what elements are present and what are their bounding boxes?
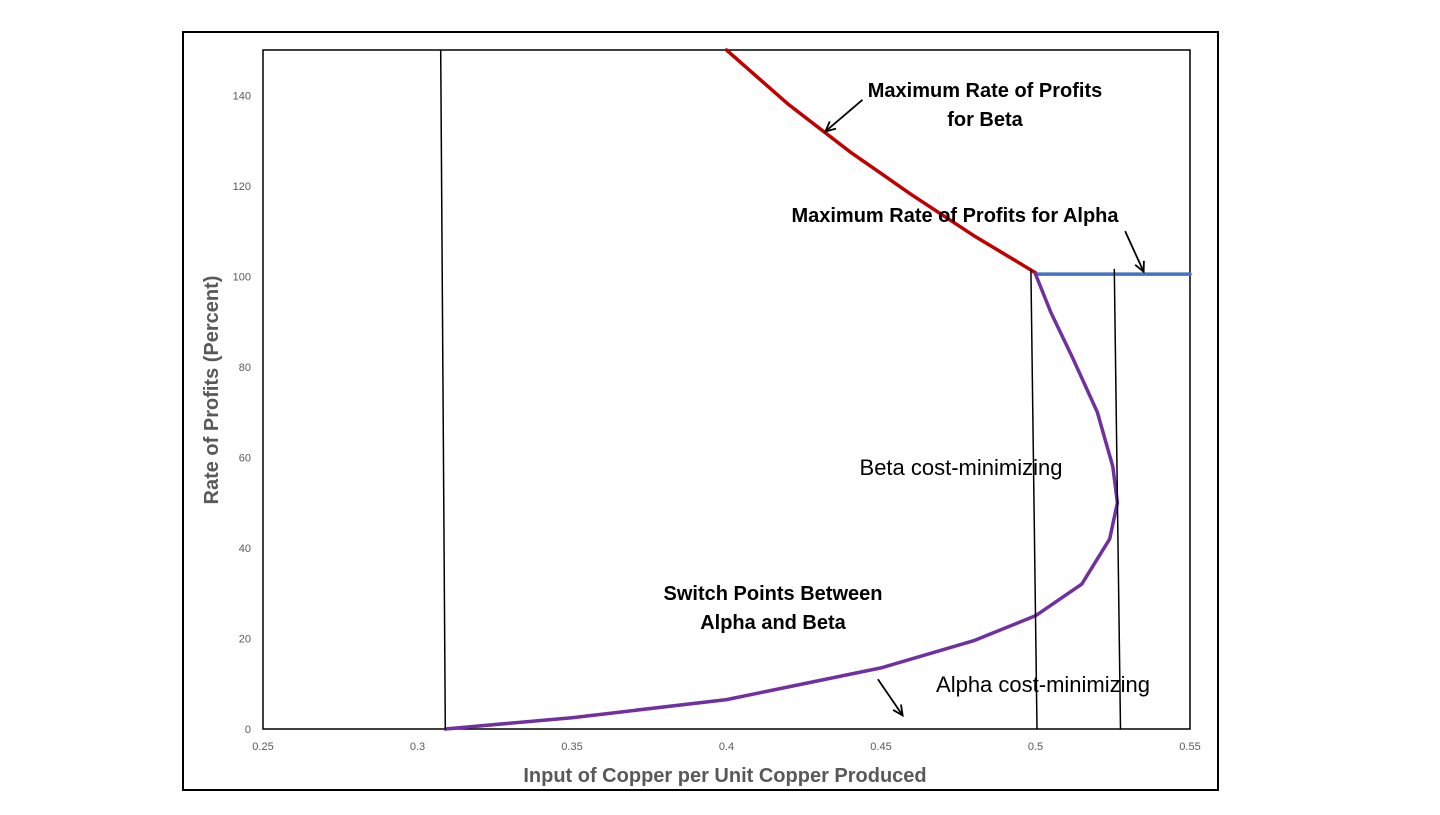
arrow-shaft: [1124, 230, 1145, 273]
y-tick-label: 20: [239, 633, 251, 645]
arrow-head: [823, 121, 837, 133]
series-line-vline-2: [1030, 268, 1038, 730]
x-axis-title: Input of Copper per Unit Copper Produced: [523, 765, 926, 787]
arrow-shaft: [877, 678, 904, 716]
y-tick-label: 100: [233, 271, 251, 283]
y-tick-label: 140: [233, 90, 251, 102]
y-tick-label: 0: [245, 724, 251, 736]
series-line-beta-max: [724, 48, 1038, 275]
arrow-head: [892, 704, 904, 718]
series-line-vline-3: [1113, 268, 1122, 730]
x-tick-label: 0.25: [252, 741, 273, 753]
x-tick-label: 0.55: [1179, 741, 1200, 753]
annotation-switch-points-line1: Switch Points Between: [664, 583, 883, 605]
arrow-shaft: [824, 99, 864, 133]
annotation-arrow: [1124, 230, 1145, 274]
annotation-beta-max-line2: for Beta: [947, 109, 1023, 131]
x-tick-label: 0.4: [719, 741, 734, 753]
series-line-switch-points: [443, 272, 1120, 731]
annotation-arrow: [877, 678, 904, 718]
annotation-beta-max-line1: Maximum Rate of Profits: [868, 80, 1102, 102]
x-tick-label: 0.5: [1028, 741, 1043, 753]
annotation-arrow: [823, 99, 864, 133]
y-axis-title: Rate of Profits (Percent): [201, 276, 223, 505]
y-tick-label: 40: [239, 543, 251, 555]
annotation-switch-points-line2: Alpha and Beta: [700, 612, 846, 634]
annotation-alpha-cost-minimizing: Alpha cost-minimizing: [936, 672, 1150, 697]
annotation-alpha-max: Maximum Rate of Profits for Alpha: [791, 205, 1119, 227]
x-tick-label: 0.35: [561, 741, 582, 753]
series-line-vline-1: [439, 49, 447, 730]
annotation-arrows: [823, 99, 1145, 718]
annotation-beta-cost-minimizing: Beta cost-minimizing: [860, 455, 1063, 480]
x-tick-label: 0.45: [870, 741, 891, 753]
series-layer: [439, 48, 1192, 731]
y-tick-label: 60: [239, 452, 251, 464]
arrow-head: [1134, 260, 1145, 274]
tick-labels: 0.25 0.3 0.35 0.4 0.45 0.5 0.55 0 20 40 60 80 100 120…: [233, 90, 1201, 753]
y-tick-label: 120: [233, 181, 251, 193]
y-tick-label: 80: [239, 362, 251, 374]
x-tick-label: 0.3: [410, 741, 425, 753]
